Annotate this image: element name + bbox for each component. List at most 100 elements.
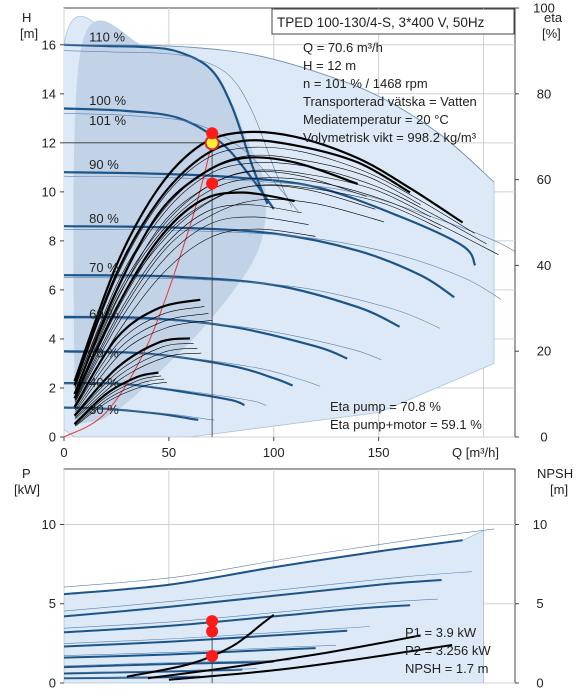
- p-axis-title: P: [22, 466, 31, 481]
- eta-curve: [73, 130, 464, 382]
- head-curve-thin: [64, 383, 267, 406]
- speed-label: 50 %: [89, 346, 119, 361]
- eta-curve: [73, 191, 295, 399]
- eta-pump-motor-text: Eta pump+motor = 59.1 %: [330, 417, 482, 432]
- power-curve-thin: [64, 598, 438, 629]
- h-tick-label: 4: [49, 331, 56, 346]
- power-curve-thin: [64, 645, 336, 656]
- speed-label: 110 %: [89, 29, 125, 44]
- top-operating-points: [204, 127, 220, 190]
- info-npsh: NPSH = 1.7 m: [405, 661, 488, 676]
- q-tick-label: 50: [162, 445, 176, 460]
- system-curve: [64, 142, 213, 437]
- eta-pump-text: Eta pump = 70.8 %: [330, 399, 441, 414]
- operating-point-P1: [206, 615, 219, 628]
- head-curve: [64, 225, 455, 299]
- eta-curve-thin: [74, 343, 194, 417]
- eta-curve: [73, 371, 159, 425]
- speed-label: 100 %: [89, 93, 126, 108]
- eta-tick-label: 100: [533, 1, 555, 16]
- h-tick-label: 10: [42, 184, 56, 199]
- eta-curve-thin: [74, 146, 475, 385]
- info-p1: P1 = 3.9 kW: [405, 625, 477, 640]
- eta-curve: [73, 156, 359, 395]
- speed-label: 70 %: [89, 260, 119, 275]
- power-curve: [64, 539, 463, 596]
- p-axis-unit: [kW]: [14, 482, 40, 497]
- power-curve: [64, 604, 411, 634]
- q-axis-title: Q [m³/h]: [452, 445, 499, 460]
- head-curve-thin: [64, 352, 321, 387]
- power-curve: [64, 579, 442, 618]
- h-axis-title: H: [22, 10, 31, 25]
- eta-axis-unit: [%]: [542, 26, 561, 41]
- info-q: Q = 70.6 m³/h: [303, 40, 383, 55]
- head-curve: [64, 43, 269, 205]
- eta-curve: [73, 139, 411, 386]
- npsh-curve: [147, 634, 421, 680]
- eta-tick-label: 40: [537, 258, 551, 273]
- h-tick-label: 14: [42, 86, 56, 101]
- head-curve: [64, 171, 477, 266]
- top-axes: 0 2 4 6 8 10 12 14 16 0 20 40 60 80 100 0 50 100 150: [42, 1, 555, 461]
- eta-axis-title: eta: [544, 10, 563, 25]
- eta-curve-thin: [75, 198, 385, 401]
- speed-labels: 110 % 100 % 101 % 90 % 80 % 70 % 60 % 50 % 40 % 3…: [89, 29, 126, 417]
- bottom-axes: 0 5 10 0 5 10: [42, 517, 548, 691]
- bottom-info-text: P1 = 3.9 kW P2 = 3.256 kW NPSH = 1.7 m P…: [14, 466, 573, 676]
- head-curve: [64, 350, 294, 387]
- npsh-curves: [126, 614, 453, 681]
- head-curve-thin: [64, 318, 382, 360]
- head-curve-thin: [64, 175, 515, 253]
- eta-curve: [73, 298, 201, 408]
- head-curve-thin: [64, 229, 502, 300]
- eta-tick-label: 0: [540, 430, 547, 445]
- npsh-curve: [168, 644, 453, 681]
- npsh-curve: [126, 614, 275, 678]
- eta-tick-label: 60: [537, 172, 551, 187]
- head-efficiency-panel: 0 2 4 6 8 10 12 14 16 0 20 40 60 80 100 0 50 100 150 110 %…: [20, 1, 563, 461]
- eta-curve-thin: [74, 171, 367, 397]
- power-curve-thin: [64, 668, 257, 673]
- head-curve: [64, 382, 245, 407]
- eta-curve-thin: [74, 216, 309, 403]
- head-curve-boundary: [64, 44, 495, 183]
- speed-label: 101 %: [89, 113, 126, 128]
- info-density: Volymetrisk vikt = 998.2 kg/m³: [303, 130, 477, 145]
- title-box: [271, 8, 515, 35]
- speed-label: 80 %: [89, 211, 119, 226]
- eta-curve-thin: [75, 382, 167, 427]
- speed-label: 90 %: [89, 157, 119, 172]
- info-p2: P2 = 3.256 kW: [405, 643, 491, 658]
- info-h: H = 12 m: [303, 58, 356, 73]
- top-info-text: TPED 100-130/4-S, 3*400 V, 50Hz Q = 70.6…: [20, 8, 563, 460]
- speed-label: 40 %: [89, 375, 119, 390]
- speed-label: 60 %: [89, 306, 119, 321]
- operating-point-P2: [206, 625, 219, 638]
- npsh-axis-title: NPSH: [537, 466, 573, 481]
- eta-curve-thin: [74, 375, 162, 426]
- h-axis-unit: [m]: [20, 26, 38, 41]
- info-liquid: Transporterad vätska = Vatten: [303, 94, 477, 109]
- eta-curve-thin: [74, 378, 165, 426]
- info-n: n = 101 % / 1468 rpm: [303, 76, 428, 91]
- eta-curve-thin: [74, 313, 209, 411]
- eta-curve-thin: [75, 177, 499, 390]
- efficiency-curves: [73, 130, 499, 427]
- h-tick-label: 6: [49, 282, 56, 297]
- q-tick-label: 100: [263, 445, 285, 460]
- power-curve: [64, 629, 348, 648]
- h-tick-label: 8: [49, 233, 56, 248]
- power-curve: [64, 668, 243, 675]
- npsh-tick-label: 10: [533, 517, 547, 532]
- eta-tick-label: 80: [537, 86, 551, 101]
- operating-point-NPSH: [206, 650, 219, 663]
- operating-point-eta-pump: [206, 127, 219, 140]
- q-tick-label: 150: [368, 445, 390, 460]
- eta-curve-thin: [74, 347, 198, 418]
- npsh-tick-label: 0: [536, 676, 543, 691]
- power-curve-thin: [64, 571, 472, 612]
- eta-curve-thin: [74, 184, 376, 399]
- npsh-axis-unit: [m]: [550, 482, 568, 497]
- p-tick-label: 0: [49, 676, 56, 691]
